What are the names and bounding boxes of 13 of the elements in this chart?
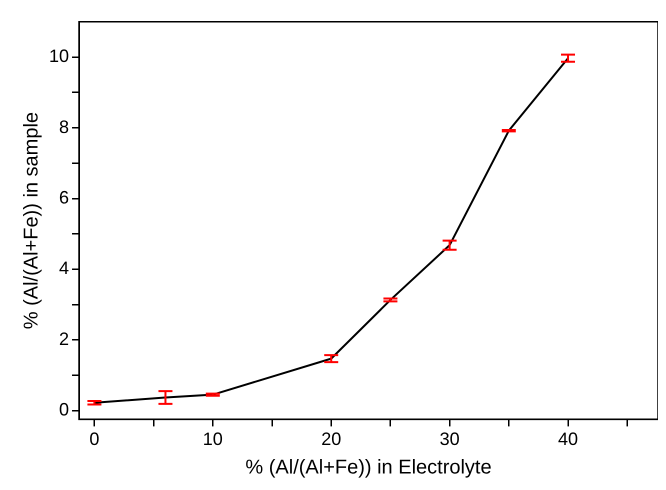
y-axis-title: % (Al/(Al+Fe)) in sample bbox=[20, 112, 43, 330]
x-tick-label: 0 bbox=[89, 429, 100, 450]
y-tick-label: 6 bbox=[59, 187, 70, 208]
y-tick-label: 4 bbox=[59, 258, 70, 278]
x-tick-label: 40 bbox=[558, 429, 578, 450]
y-tick-label: 2 bbox=[59, 328, 70, 349]
x-tick-label: 30 bbox=[440, 429, 460, 450]
y-tick-label: 8 bbox=[59, 116, 70, 137]
x-tick-label: 10 bbox=[202, 429, 223, 450]
x-tick-label: 20 bbox=[321, 429, 342, 450]
y-tick-label: 0 bbox=[59, 400, 70, 420]
y-tick-label: 10 bbox=[48, 46, 70, 66]
x-axis-title: % (Al/(Al+Fe)) in Electrolyte bbox=[245, 456, 492, 479]
